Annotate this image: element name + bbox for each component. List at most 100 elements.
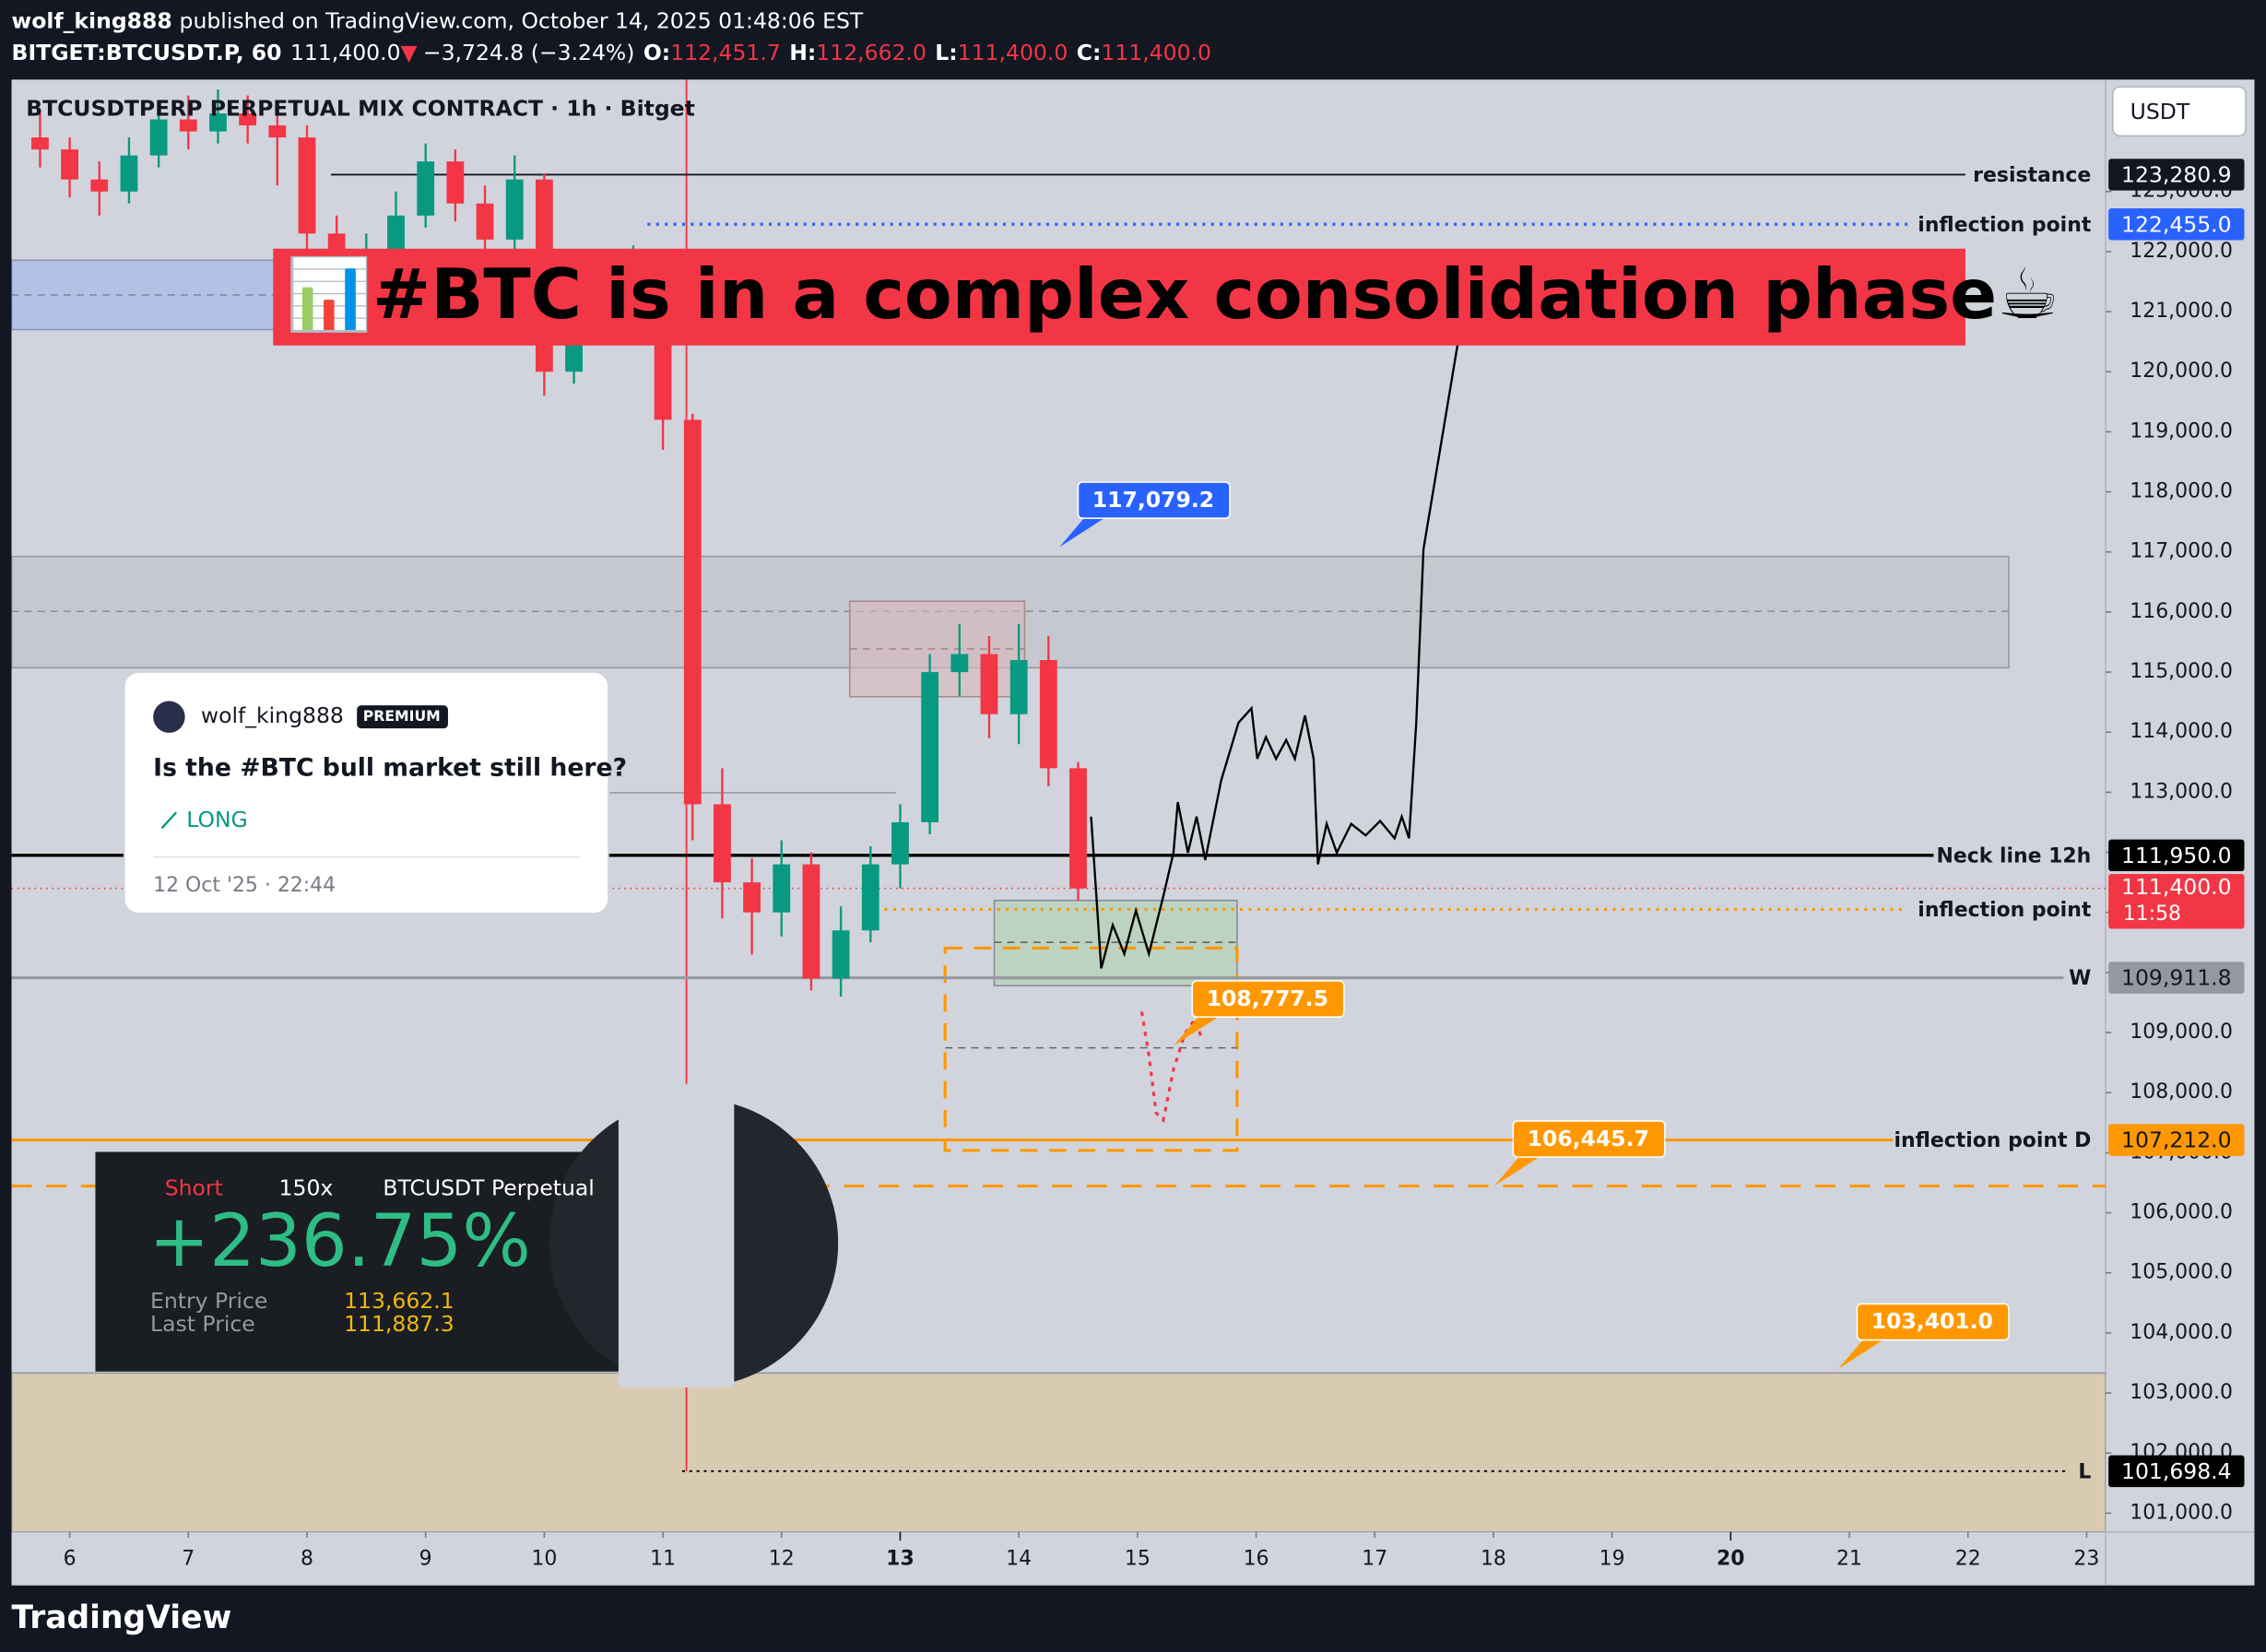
banner bbox=[273, 248, 1965, 346]
candle-body bbox=[417, 161, 435, 216]
currency[interactable]: USDT bbox=[2130, 99, 2190, 124]
avatar bbox=[153, 701, 185, 733]
idea-card[interactable]: wolf_king888 PREMIUM Is the #BTC bull ma… bbox=[124, 671, 627, 914]
level-name: resistance bbox=[1973, 164, 2091, 187]
candle-body bbox=[298, 137, 316, 234]
candle-body bbox=[802, 864, 820, 979]
y-tick-label: 116,000.0 bbox=[2130, 600, 2233, 623]
level-name: L bbox=[2078, 1460, 2091, 1483]
x-tick-label: 8 bbox=[301, 1548, 313, 1571]
card-author: wolf_king888 bbox=[201, 702, 344, 728]
y-tick-label: 115,000.0 bbox=[2130, 660, 2233, 683]
change: −3,724.8 (−3.24%) bbox=[423, 40, 635, 65]
candle-body bbox=[714, 804, 731, 883]
level-name: inflection point bbox=[1918, 899, 2091, 922]
y-tick-label: 106,000.0 bbox=[2130, 1201, 2233, 1224]
y-tick-label: 113,000.0 bbox=[2130, 780, 2233, 803]
x-tick-label: 18 bbox=[1481, 1548, 1506, 1571]
card[interactable] bbox=[124, 671, 609, 914]
candle-body bbox=[861, 864, 879, 931]
zone bbox=[943, 946, 1239, 1152]
callout-label: 117,079.2 bbox=[1092, 487, 1214, 513]
range-line bbox=[609, 792, 896, 794]
level-box bbox=[2108, 1124, 2245, 1156]
ohlc-key: O: bbox=[643, 40, 670, 65]
projection-path bbox=[1090, 332, 1461, 969]
x-tick-label: 23 bbox=[2073, 1548, 2099, 1571]
level-name: inflection point bbox=[1918, 214, 2091, 237]
pnl-roi: +236.75% bbox=[148, 1199, 530, 1283]
level-name: W bbox=[2069, 967, 2091, 990]
y-tick-label: 109,000.0 bbox=[2130, 1021, 2233, 1044]
level-box bbox=[2108, 839, 2245, 872]
x-tick-label: 13 bbox=[886, 1548, 915, 1571]
pnl-last-label: Last Price bbox=[150, 1311, 255, 1337]
candle-body bbox=[773, 864, 791, 913]
candle-body bbox=[921, 672, 939, 822]
pnl-side: Short bbox=[165, 1175, 223, 1201]
callout-box bbox=[1191, 980, 1345, 1018]
level-label: 122,455.0 bbox=[2121, 211, 2232, 237]
y-tick-label: 118,000.0 bbox=[2130, 480, 2233, 503]
callout-label: 106,445.7 bbox=[1528, 1126, 1649, 1151]
footer-logo: ⁠TradingView bbox=[12, 1599, 232, 1635]
x-tick-label: 9 bbox=[419, 1548, 432, 1571]
candle-body bbox=[61, 149, 79, 180]
candle-body bbox=[891, 821, 909, 865]
candle-body bbox=[683, 419, 702, 805]
x-tick-label: 6 bbox=[64, 1548, 77, 1571]
brand: TradingView bbox=[12, 1599, 232, 1635]
ohlc-key: L: bbox=[935, 40, 957, 65]
callouts: 117,079.2 108,777.5 106,445.7 103,401.0 bbox=[11, 481, 2106, 1369]
y-tick-label: 117,000.0 bbox=[2130, 540, 2233, 563]
callout-tail bbox=[1059, 518, 1104, 548]
ohlc-value: 112,451.7 bbox=[670, 40, 781, 65]
zone bbox=[11, 1372, 2106, 1532]
mask bbox=[618, 1083, 735, 1388]
callout-label: 103,401.0 bbox=[1871, 1308, 1993, 1334]
level-box bbox=[2108, 962, 2245, 994]
candle-body bbox=[832, 930, 850, 979]
level-box bbox=[2108, 208, 2245, 241]
level-label: 111,950.0 bbox=[2121, 843, 2232, 868]
level-box bbox=[2108, 1455, 2245, 1488]
pnl-leverage: 150x bbox=[279, 1175, 334, 1201]
currency-button[interactable] bbox=[2112, 86, 2247, 137]
callout-box bbox=[1856, 1303, 2010, 1341]
candle-body bbox=[239, 113, 257, 126]
pnl-entry: 113,662.1 bbox=[344, 1288, 454, 1314]
long-icon bbox=[160, 811, 178, 830]
callout-box bbox=[1512, 1120, 1666, 1158]
countdown: 11:58 bbox=[2123, 903, 2181, 926]
card-date: 12 Oct '25 · 22:44 bbox=[153, 874, 336, 897]
badge-text: PREMIUM bbox=[363, 707, 441, 725]
y-tick-label: 122,000.0 bbox=[2130, 240, 2233, 263]
candle-body bbox=[209, 113, 227, 132]
chart-title: BTCUSDTPERP PERPETUAL MIX CONTRACT · 1h … bbox=[26, 96, 695, 122]
candle-body bbox=[1009, 660, 1028, 714]
level-label: 107,212.0 bbox=[2121, 1127, 2232, 1153]
y-tick-label: 120,000.0 bbox=[2130, 360, 2233, 383]
candle-body bbox=[268, 125, 287, 138]
x-tick-label: 19 bbox=[1599, 1548, 1625, 1571]
card bbox=[95, 1151, 619, 1372]
candle-body bbox=[505, 179, 524, 240]
pnl-entry-label: Entry Price bbox=[150, 1288, 267, 1314]
candle-body bbox=[980, 654, 998, 714]
pnl-last: 111,887.3 bbox=[344, 1311, 454, 1337]
x-tick-label: 7 bbox=[182, 1548, 195, 1571]
x-tick-label: 14 bbox=[1006, 1548, 1032, 1571]
header-line-1: wolf_king888 published on TradingView.com… bbox=[12, 7, 864, 33]
x-tick-label: 22 bbox=[1955, 1548, 1981, 1571]
candle-body bbox=[387, 215, 405, 258]
x-tick-label: 17 bbox=[1362, 1548, 1387, 1571]
level-box bbox=[2108, 159, 2245, 191]
y-tick-label: 105,000.0 bbox=[2130, 1261, 2233, 1284]
level-label: 101,698.4 bbox=[2121, 1458, 2232, 1484]
ohlc-value: 112,662.0 bbox=[816, 40, 926, 65]
candle-body bbox=[446, 161, 465, 204]
x-tick-label: 11 bbox=[650, 1548, 676, 1571]
published: published on TradingView.com, October 14… bbox=[180, 7, 864, 33]
level-label: 109,911.8 bbox=[2121, 965, 2232, 991]
